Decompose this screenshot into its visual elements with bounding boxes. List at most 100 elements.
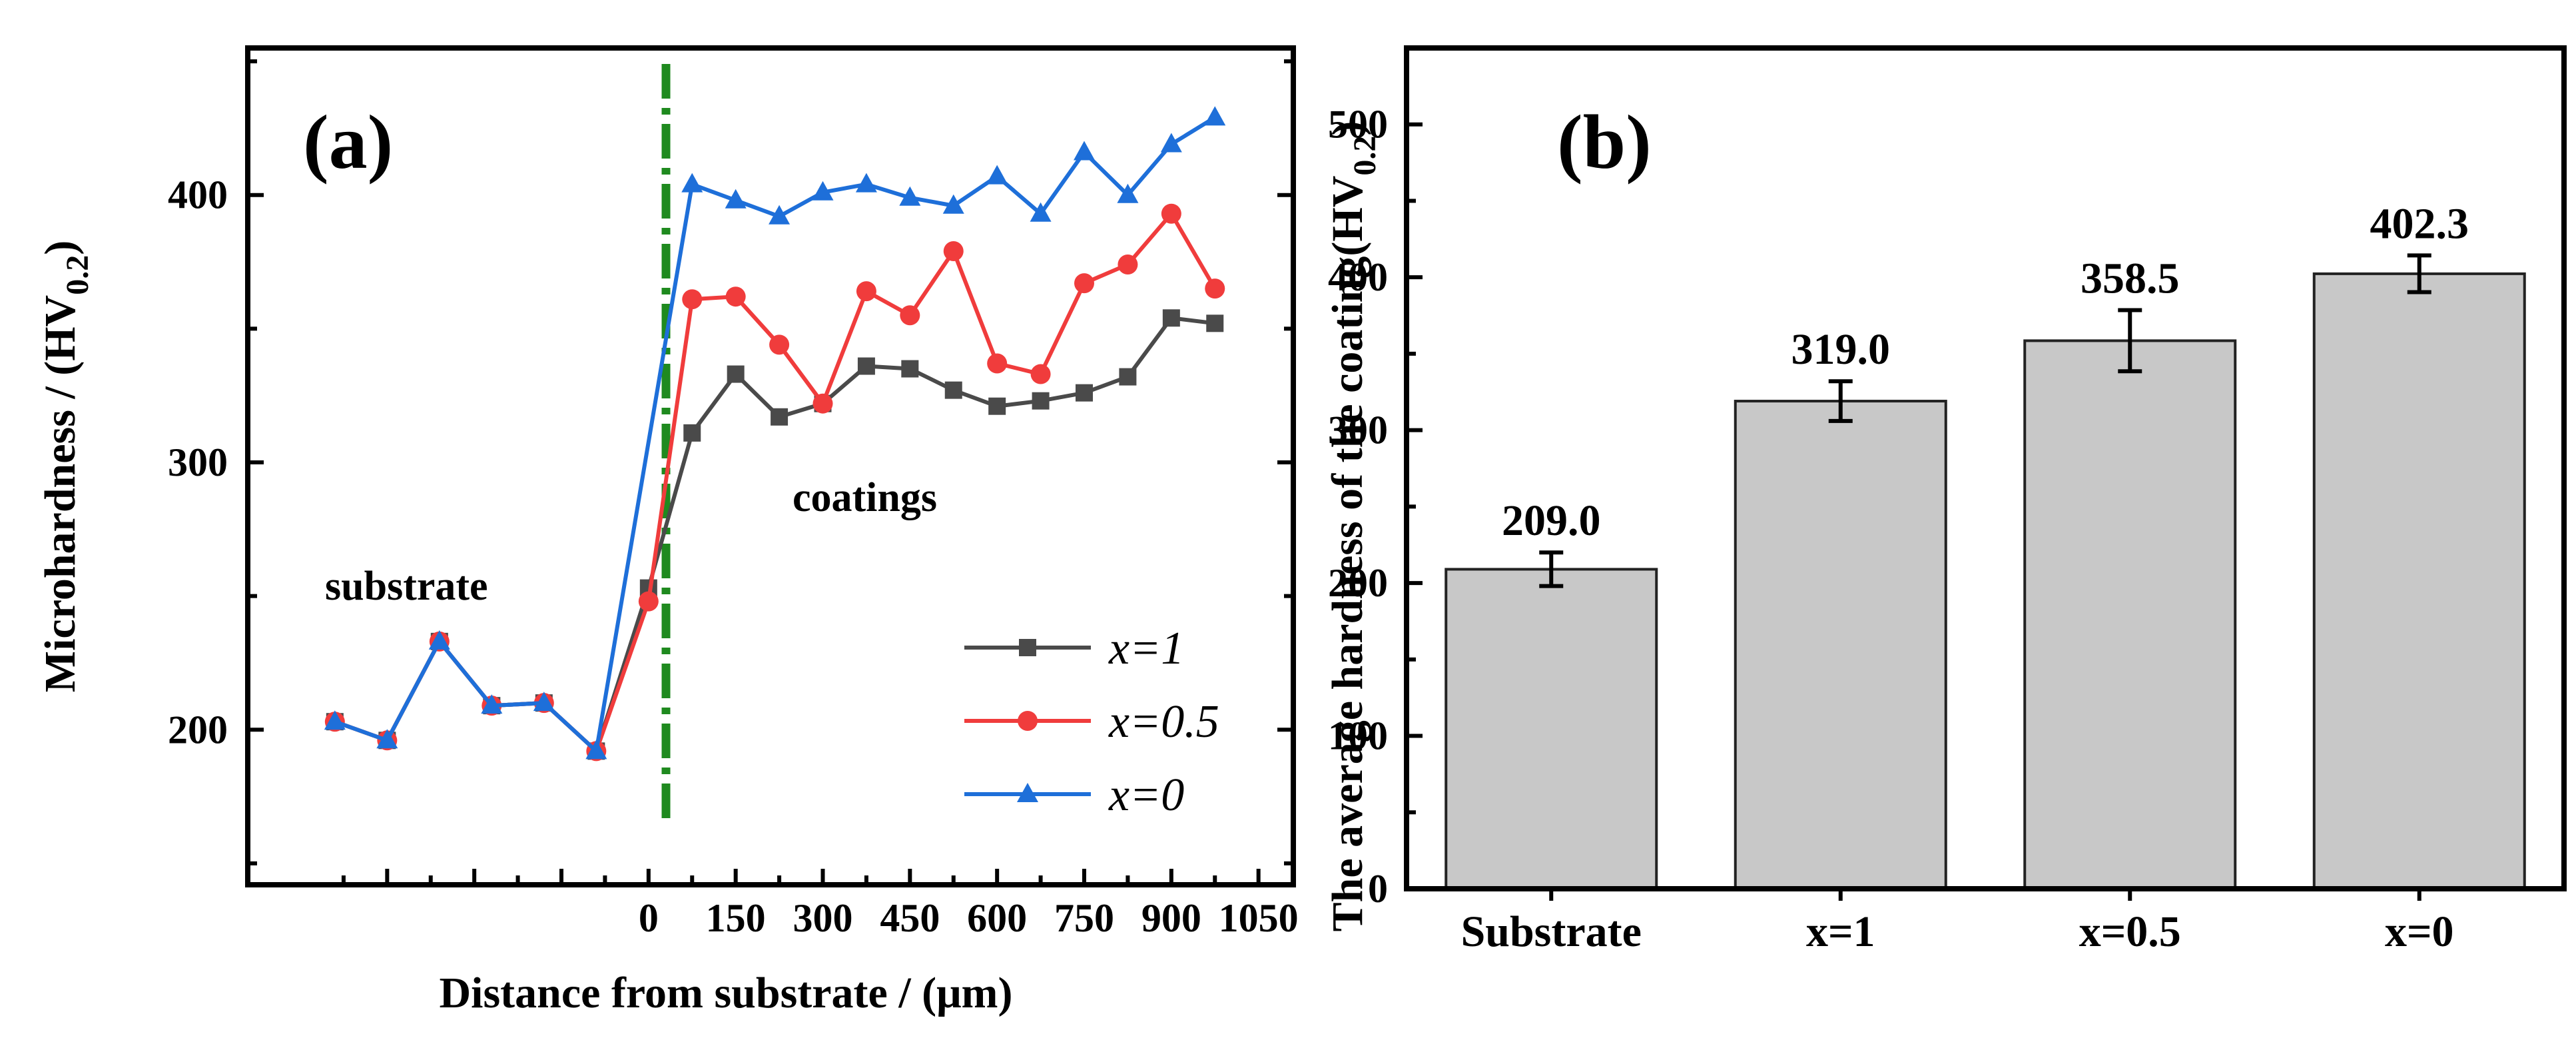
- data-point-x-1: [771, 408, 789, 426]
- data-point-x-0: [1074, 141, 1095, 161]
- data-point-x-0: [725, 189, 747, 209]
- y-tick-label-300: 300: [168, 440, 228, 484]
- data-point-x-0-5: [769, 334, 790, 355]
- data-point-x-0: [986, 165, 1008, 185]
- y-axis-label-a: Microhardness / (HV0.2): [36, 241, 95, 692]
- data-point-x-0: [585, 740, 607, 760]
- data-point-x-0: [1160, 133, 1182, 153]
- y-axis-label-b: The average hardness of the coating(HV0.…: [1323, 121, 1383, 932]
- data-point-x-0-5: [725, 286, 746, 307]
- value-label-x-1: 319.0: [1791, 325, 1891, 374]
- category-label-substrate: Substrate: [1461, 907, 1642, 956]
- data-point-x-0: [1030, 202, 1052, 222]
- data-point-x-0: [855, 173, 877, 193]
- bar-substrate: 209.0: [1445, 496, 1658, 890]
- y-axis-ticks-b: 0 100 200 300 400 500: [1328, 46, 1423, 911]
- bar-rect: [2312, 272, 2526, 890]
- data-point-x-0: [942, 194, 964, 214]
- value-label-x-0: 402.3: [2370, 199, 2469, 248]
- value-label-x-0-5: 358.5: [2081, 255, 2180, 303]
- data-point-x-1: [857, 357, 875, 375]
- series-line-x-0-5: [334, 211, 1217, 754]
- annotation-coatings: coatings: [793, 475, 937, 520]
- data-point-x-0-5: [856, 281, 876, 302]
- x-tick-label-450: 450: [880, 896, 940, 940]
- data-point-x-0-5: [1205, 278, 1225, 299]
- data-point-x-0: [812, 181, 834, 201]
- panel-label-a: (a): [303, 100, 393, 185]
- legend-label: x=0.5: [1108, 696, 1219, 748]
- data-point-x-1: [901, 360, 919, 378]
- series-x-0: [324, 106, 1226, 760]
- data-point-x-0: [428, 630, 450, 650]
- bar-rect: [1734, 400, 1947, 890]
- line-series-group: [324, 106, 1226, 762]
- annotation-substrate: substrate: [325, 564, 488, 609]
- legend-item-x-0-5: x=0.5: [964, 696, 1219, 748]
- data-point-x-0: [533, 692, 555, 712]
- data-point-x-0: [324, 710, 346, 730]
- legend-marker: [1019, 639, 1036, 656]
- data-point-x-1: [683, 424, 701, 442]
- data-point-x-0: [1204, 106, 1226, 126]
- data-point-x-0-5: [1074, 273, 1094, 294]
- data-point-x-0-5: [1161, 203, 1181, 224]
- x-tick-label-150: 150: [706, 896, 766, 940]
- legend-label: x=1: [1108, 623, 1184, 674]
- data-point-x-1: [944, 381, 962, 399]
- data-point-x-1: [1032, 392, 1050, 410]
- data-point-x-0-5: [1030, 364, 1051, 384]
- data-point-x-1: [1076, 384, 1093, 402]
- legend-item-x-1: x=1: [964, 623, 1184, 674]
- data-point-x-0-5: [987, 353, 1008, 374]
- line-chart-panel-a: 200 300 400 0 150 300 450 600 750 900 1050 (a) su…: [36, 45, 1299, 1017]
- data-point-x-1: [727, 365, 745, 383]
- y-tick-label-500: 500: [1328, 103, 1388, 147]
- data-point-x-0-5: [943, 241, 964, 261]
- legend-a: x=1 x=0.5 x=0: [964, 623, 1219, 821]
- bar-rect: [2023, 339, 2237, 890]
- bar-x-0-5: 358.5: [2023, 255, 2237, 890]
- y-tick-label-100: 100: [1328, 714, 1388, 758]
- data-point-x-0: [769, 205, 791, 225]
- panel-label-b: (b): [1557, 100, 1652, 185]
- bar-rect: [1445, 568, 1658, 890]
- x-axis-ticks-a: 0 150 300 450 600 750 900 1050: [341, 869, 1299, 940]
- y-tick-label-400: 400: [1328, 255, 1388, 299]
- data-point-x-0-5: [1118, 255, 1138, 275]
- plot-frame-a: [245, 45, 1296, 887]
- data-point-x-0: [376, 729, 398, 749]
- data-point-x-1: [1162, 309, 1180, 327]
- plot-frame-b: [1404, 45, 2567, 891]
- y-tick-label-200: 200: [168, 708, 228, 752]
- bar-x-1: 319.0: [1734, 325, 1947, 890]
- data-point-x-0: [681, 173, 703, 193]
- legend-item-x-0: x=0: [964, 770, 1184, 821]
- legend-marker: [1018, 711, 1038, 731]
- category-label-x-0-5: x=0.5: [2079, 907, 2181, 956]
- y-tick-label-300: 300: [1328, 408, 1388, 452]
- data-point-x-1: [1119, 368, 1137, 386]
- bar-chart-panel-b: 209.0 319.0 358.5 402.3 0 100 200 300 400 500 Su…: [1323, 45, 2567, 956]
- data-point-x-0-5: [900, 305, 920, 326]
- data-point-x-0: [481, 694, 503, 714]
- x-tick-label-0: 0: [639, 896, 659, 940]
- x-tick-label-750: 750: [1054, 896, 1114, 940]
- data-point-x-0-5: [812, 393, 833, 414]
- series-line-x-1: [334, 316, 1215, 754]
- y-tick-label-0: 0: [1368, 867, 1388, 911]
- x-tick-label-900: 900: [1141, 896, 1201, 940]
- legend-label: x=0: [1108, 770, 1184, 821]
- y-tick-label-400: 400: [168, 173, 228, 217]
- data-point-x-0-5: [638, 591, 659, 612]
- category-label-x-1: x=1: [1806, 907, 1875, 956]
- category-label-x-0: x=0: [2385, 907, 2454, 956]
- data-point-x-1: [1206, 314, 1224, 332]
- x-axis-label-a: Distance from substrate / (μm): [439, 969, 1012, 1017]
- legend-marker: [1017, 783, 1038, 802]
- y-axis-ticks-a: 200 300 400: [168, 59, 1293, 865]
- series-x-1: [326, 309, 1224, 760]
- data-point-x-0: [899, 186, 921, 206]
- bar-group: 209.0 319.0 358.5 402.3: [1445, 199, 2526, 890]
